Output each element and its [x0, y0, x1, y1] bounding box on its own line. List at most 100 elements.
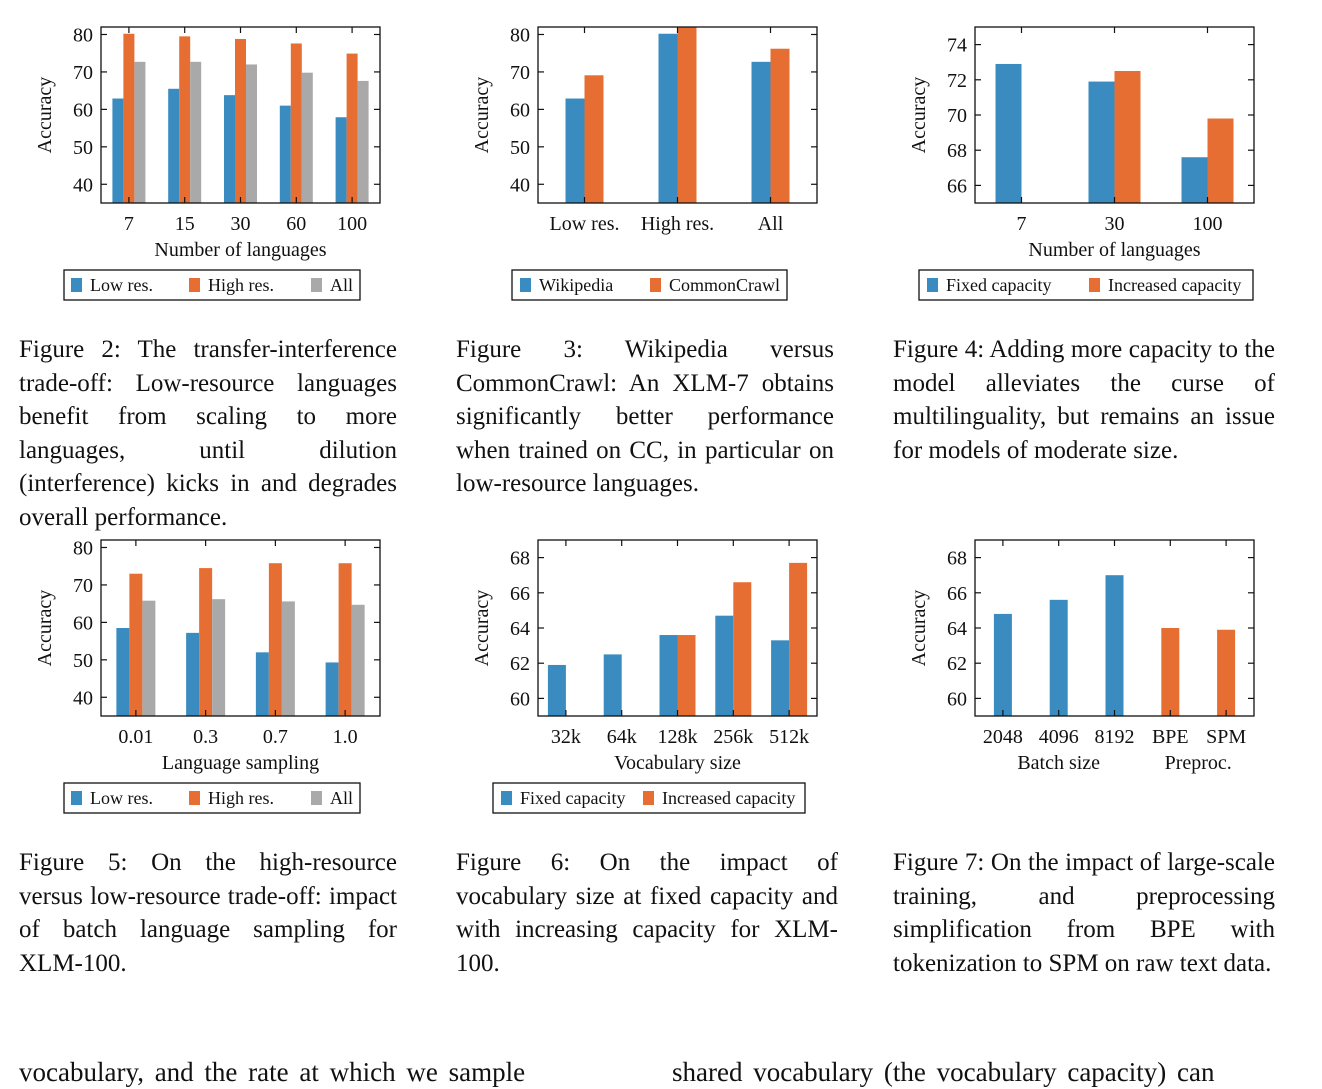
- bar-fixed-capacity-128k: [659, 635, 678, 716]
- x-tick-label: 128k: [658, 726, 698, 748]
- bar-high-res--1-0: [338, 563, 352, 716]
- bar-low-res--0-3: [186, 632, 200, 716]
- legend-label-0: Fixed capacity: [946, 275, 1051, 295]
- legend-swatch-2: [311, 791, 322, 805]
- x-axis-label: Number of languages: [1028, 239, 1200, 261]
- y-tick-label: 62: [510, 653, 530, 675]
- x-tick-label: All: [758, 213, 784, 235]
- bar-low-res--7: [112, 98, 124, 203]
- x-tick-label: 100: [1193, 213, 1223, 235]
- y-tick-label: 64: [947, 618, 967, 640]
- legend-swatch-0: [71, 278, 82, 292]
- legend-swatch-0: [71, 791, 82, 805]
- bar-all-1-0: [351, 604, 365, 716]
- legend-label-2: All: [330, 788, 353, 808]
- bar-all-0-01: [142, 600, 156, 716]
- y-tick-label: 62: [947, 653, 967, 675]
- bar-all-15: [190, 61, 202, 203]
- x-tick-label: 8192: [1095, 726, 1135, 748]
- legend-label-1: Increased capacity: [1108, 275, 1241, 295]
- bar-wikipedia-all: [751, 61, 771, 203]
- bar-fixed-capacity-64k: [603, 654, 622, 716]
- x-tick-label: 7: [124, 213, 134, 235]
- bar-low-res--1-0: [325, 662, 339, 716]
- legend-box: [511, 269, 788, 301]
- bar-commoncrawl-high-res-: [677, 26, 697, 203]
- y-tick-label: 70: [73, 575, 93, 597]
- y-tick-label: 70: [510, 62, 530, 84]
- x-tick-label: High res.: [641, 213, 714, 235]
- figure-6-chart: 60 62 64 66 68 32k 64k 128k 256k 512k Accuracy Voca…: [437, 513, 877, 823]
- bar-low-res--30: [224, 95, 235, 203]
- bar-low-res--15: [168, 88, 180, 203]
- bar-high-res--30: [235, 38, 246, 204]
- figure-2-chart: 40 50 60 70 80 7 15 30 60 100 Accuracy Number of la…: [0, 0, 440, 310]
- y-tick-label: 68: [510, 548, 530, 570]
- y-tick-label: 60: [510, 688, 530, 710]
- group-label-preproc: Preproc.: [1165, 752, 1232, 774]
- y-tick-label: 40: [73, 687, 93, 709]
- x-tick-label: 100: [337, 213, 367, 235]
- y-tick-label: 60: [73, 99, 93, 121]
- figure-4-chart: 66 68 70 72 74 7 30 100 Accuracy Number of langua…: [874, 0, 1314, 310]
- y-axis-label: Accuracy: [34, 590, 56, 667]
- bar-fixed-capacity-32k: [547, 664, 566, 716]
- y-axis-label: Accuracy: [34, 77, 56, 154]
- y-tick-label: 60: [73, 612, 93, 634]
- bar-high-res--7: [123, 33, 135, 204]
- plot-frame: [100, 539, 381, 717]
- bar-increased-capacity-100: [1207, 118, 1234, 203]
- x-axis-label: Language sampling: [162, 752, 319, 774]
- legend-swatch-2: [311, 278, 322, 292]
- y-tick-label: 50: [73, 650, 93, 672]
- y-tick-label: 70: [947, 105, 967, 127]
- y-tick-label: 68: [947, 548, 967, 570]
- body-text-right: shared vocabulary (the vocabulary capaci…: [672, 1057, 1215, 1087]
- x-tick-label: 0.7: [263, 726, 288, 748]
- x-tick-label: 0.3: [193, 726, 218, 748]
- bar-commoncrawl-all: [770, 48, 790, 204]
- bar-low-res--100: [335, 117, 347, 203]
- figure-3-caption: Figure 3: Wikipedia versus CommonCrawl: …: [456, 336, 834, 497]
- bar-all-60: [301, 72, 313, 203]
- x-tick-label: BPE: [1152, 726, 1189, 748]
- bar-high-res--0-7: [268, 563, 282, 716]
- x-tick-label: 32k: [551, 726, 581, 748]
- legend-label-1: High res.: [208, 788, 274, 808]
- y-tick-label: 50: [73, 137, 93, 159]
- x-tick-label: SPM: [1206, 726, 1246, 748]
- legend-label-0: Wikipedia: [539, 275, 613, 295]
- y-tick-label: 66: [947, 175, 967, 197]
- y-tick-label: 80: [73, 537, 93, 559]
- bars-group: [112, 33, 369, 204]
- legend: Wikipedia CommonCrawl: [511, 269, 788, 301]
- legend-swatch-1: [189, 278, 200, 292]
- x-tick-label: 30: [1105, 213, 1125, 235]
- bar-all-30: [246, 64, 257, 203]
- x-tick-label: 7: [1017, 213, 1027, 235]
- figure-5-chart: 40 50 60 70 80 0.01 0.3 0.7 1.0 Accuracy Language …: [0, 513, 440, 823]
- legend-swatch-0: [501, 791, 512, 805]
- y-tick-label: 40: [510, 174, 530, 196]
- bar-high-res--15: [179, 36, 191, 204]
- bar-increased-capacity-128k: [677, 635, 696, 716]
- y-tick-label: 80: [510, 24, 530, 46]
- legend: Fixed capacity Increased capacity: [492, 782, 806, 814]
- legend-label-1: CommonCrawl: [669, 275, 780, 295]
- bar-wikipedia-high-res-: [658, 33, 678, 204]
- figure-4-caption: Figure 4: Adding more capacity to the mo…: [893, 336, 1275, 464]
- bar-fixed-capacity-30: [1088, 81, 1115, 203]
- legend: Low res. High res. All: [63, 782, 361, 814]
- legend-box: [918, 269, 1254, 301]
- bar-low-res--0-01: [116, 628, 130, 716]
- bar-series-0-8192: [1105, 575, 1124, 716]
- y-tick-label: 80: [73, 24, 93, 46]
- x-axis-label: Vocabulary size: [614, 752, 741, 774]
- figure-5-caption: Figure 5: On the high-resource versus lo…: [19, 849, 397, 977]
- bar-series-1-spm: [1217, 629, 1236, 716]
- figure-5-svg: 40 50 60 70 80 0.01 0.3 0.7 1.0 Accuracy Language …: [34, 537, 381, 814]
- y-tick-label: 60: [947, 688, 967, 710]
- y-tick-label: 50: [510, 137, 530, 159]
- x-tick-label: 256k: [713, 726, 753, 748]
- legend-label-0: Low res.: [90, 788, 153, 808]
